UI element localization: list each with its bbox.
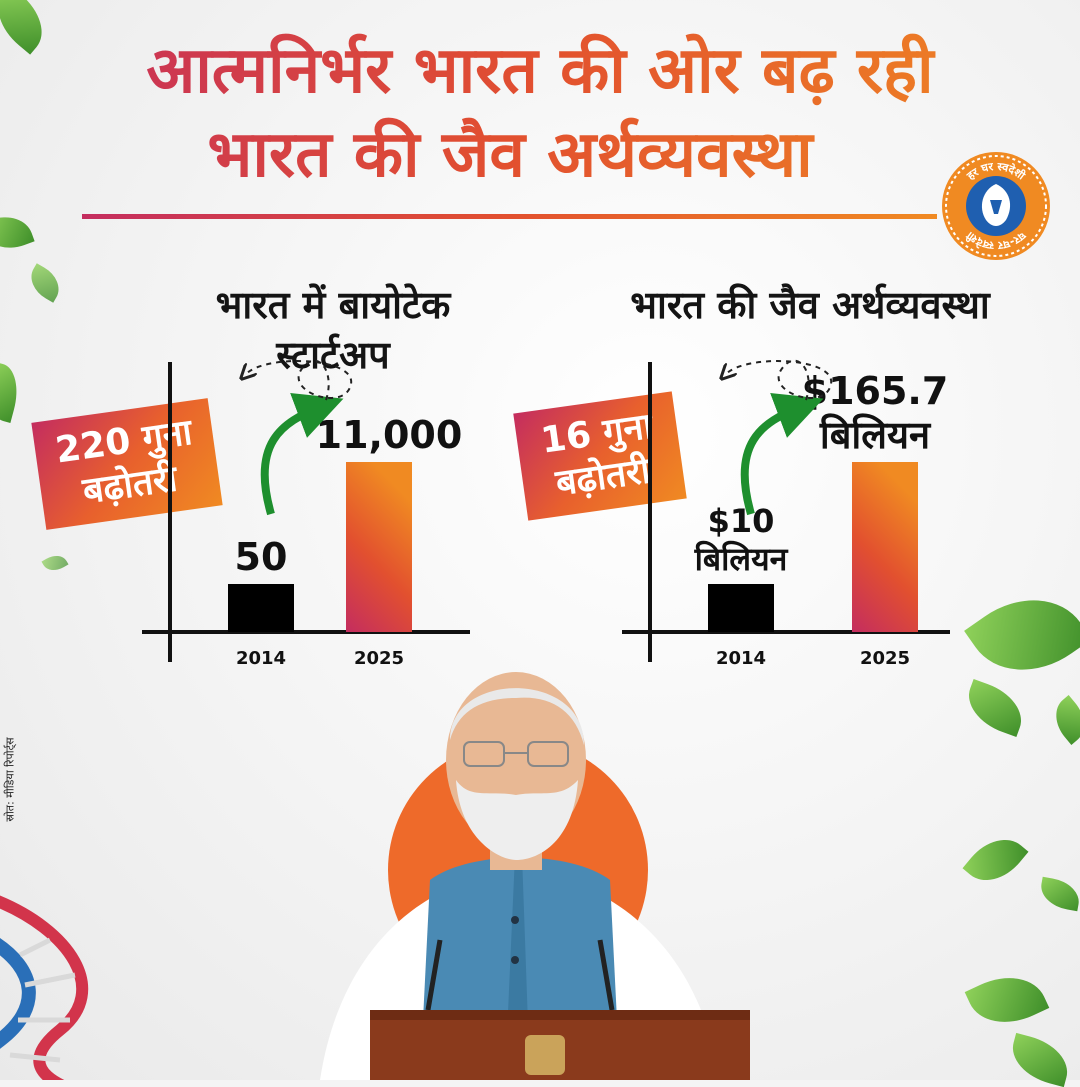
page-title-line-2: भारत की जैव अर्थव्यवस्था — [0, 112, 1050, 198]
chart-2-dashed-arrow — [726, 359, 833, 401]
bar-charts: 2014 50 2025 11,000 2014 $10 बिलियन 2025 $165.7 ब… — [142, 359, 950, 669]
chart-2-data-label: $10 बिलियन — [694, 502, 789, 578]
chart-1-data-label: 50 — [235, 535, 288, 579]
source-note: स्रोत: मीडिया रिपोर्ट्स — [3, 737, 17, 822]
har-ghar-swadeshi-logo: हर घर स्वदेशी घर-घर स्वदेशी — [942, 152, 1050, 260]
chart-2-tick-label: 2025 — [860, 648, 910, 669]
dna-decoration — [0, 895, 89, 1080]
page-title-line-1: आत्मनिर्भर भारत की ओर बढ़ रही — [0, 28, 1080, 114]
speaker-illustration — [320, 672, 750, 1080]
chart-2-bar-2014 — [708, 584, 774, 632]
chart-2-bar-2025 — [852, 462, 918, 632]
chart-1-data-label: 11,000 — [316, 413, 463, 457]
chart-1-bar-2025 — [346, 462, 412, 632]
chart-2-tick-label: 2014 — [716, 648, 766, 669]
chart-1-title: भारत में बायोटेक स्टार्टअप — [215, 283, 451, 377]
chart-1-dashed-arrow — [246, 359, 353, 401]
chart-2-growth-arrow — [740, 392, 824, 516]
chart-1-bar-2014 — [228, 584, 294, 632]
chart-2-title: भारत की जैव अर्थव्यवस्था — [630, 283, 990, 327]
chart-1-growth-arrow — [260, 392, 344, 516]
chart-2-data-label: $165.7 बिलियन — [802, 369, 949, 457]
chart-1-tick-label: 2014 — [236, 648, 286, 669]
chart-1-tick-label: 2025 — [354, 648, 404, 669]
title-underline — [82, 214, 937, 219]
